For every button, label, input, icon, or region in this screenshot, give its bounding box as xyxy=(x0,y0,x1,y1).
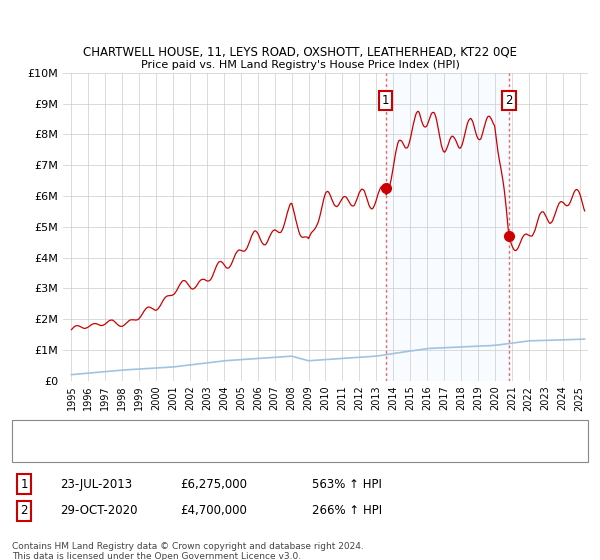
Text: CHARTWELL HOUSE, 11, LEYS ROAD, OXSHOTT, LEATHERHEAD, KT22 0QE: CHARTWELL HOUSE, 11, LEYS ROAD, OXSHOTT,… xyxy=(83,46,517,59)
Text: 1: 1 xyxy=(20,478,28,491)
Text: HPI: Average price, detached house, Elmbridge: HPI: Average price, detached house, Elmb… xyxy=(57,446,303,456)
Text: 2: 2 xyxy=(20,504,28,517)
Text: £6,275,000: £6,275,000 xyxy=(180,478,247,491)
Text: 23-JUL-2013: 23-JUL-2013 xyxy=(60,478,132,491)
Text: 563% ↑ HPI: 563% ↑ HPI xyxy=(312,478,382,491)
Bar xyxy=(386,73,509,381)
Text: 1: 1 xyxy=(382,94,389,107)
Text: £4,700,000: £4,700,000 xyxy=(180,504,247,517)
Text: 266% ↑ HPI: 266% ↑ HPI xyxy=(312,504,382,517)
Text: 29-OCT-2020: 29-OCT-2020 xyxy=(60,504,137,517)
Text: 2: 2 xyxy=(505,94,512,107)
Text: Contains HM Land Registry data © Crown copyright and database right 2024.
This d: Contains HM Land Registry data © Crown c… xyxy=(12,542,364,560)
Text: Price paid vs. HM Land Registry's House Price Index (HPI): Price paid vs. HM Land Registry's House … xyxy=(140,60,460,70)
Text: CHARTWELL HOUSE, 11, LEYS ROAD, OXSHOTT, LEATHERHEAD, KT22 0QE (detached ho: CHARTWELL HOUSE, 11, LEYS ROAD, OXSHOTT,… xyxy=(57,427,513,437)
